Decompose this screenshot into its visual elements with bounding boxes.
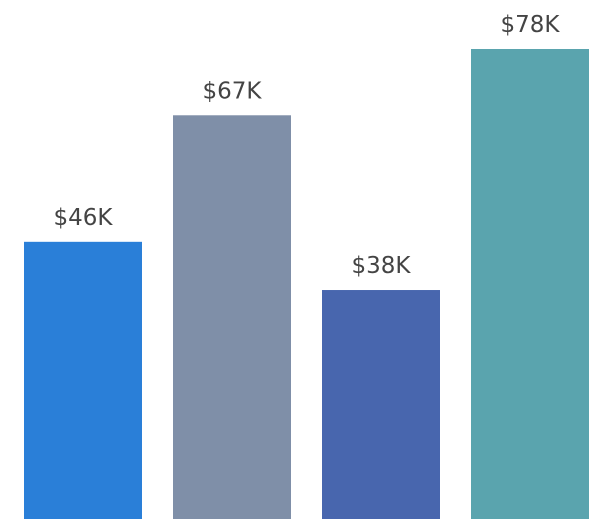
bar — [471, 49, 589, 519]
value-label: $46K — [54, 205, 114, 231]
value-label: $78K — [501, 12, 561, 38]
bar — [24, 241, 142, 519]
value-label: $67K — [203, 78, 263, 104]
bar — [322, 290, 440, 519]
value-label: $38K — [352, 253, 412, 279]
bar — [173, 115, 291, 519]
